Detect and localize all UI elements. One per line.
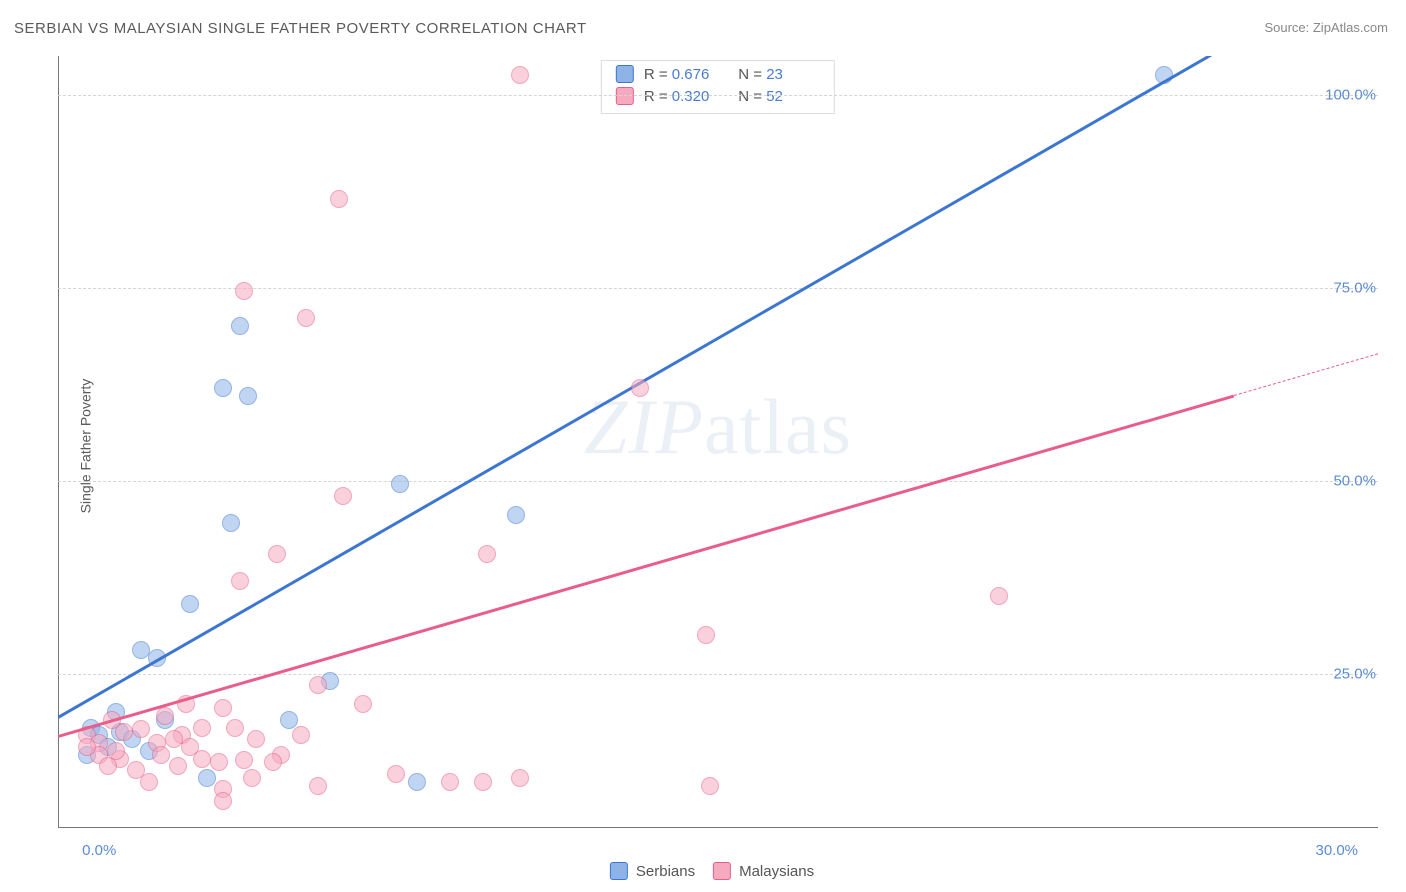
data-point [387,765,405,783]
y-tick-label: 75.0% [1333,279,1376,296]
x-tick-label: 0.0% [82,842,116,859]
data-point [181,738,199,756]
legend-label: Malaysians [739,863,814,880]
data-point [214,379,232,397]
data-point [239,387,257,405]
data-point [152,746,170,764]
data-point [115,723,133,741]
data-point [441,773,459,791]
data-point [214,792,232,810]
legend-swatch [713,862,731,880]
source-attribution: Source: ZipAtlas.com [1264,20,1388,35]
data-point [292,726,310,744]
trend-line [1233,353,1378,396]
data-point [226,719,244,737]
data-point [631,379,649,397]
data-point [132,641,150,659]
data-point [132,720,150,738]
x-tick-label: 30.0% [1315,842,1358,859]
data-point [354,695,372,713]
legend-label: Serbians [636,863,695,880]
y-tick-label: 25.0% [1333,665,1376,682]
legend-row: R = 0.320 N = 52 [616,86,820,108]
data-point [193,719,211,737]
gridline-h [58,95,1378,96]
data-point [181,595,199,613]
data-point [309,676,327,694]
data-point [701,777,719,795]
data-point [334,487,352,505]
data-point [140,773,158,791]
y-tick-label: 50.0% [1333,472,1376,489]
legend-row: R = 0.676 N = 23 [616,64,820,86]
data-point [235,282,253,300]
legend-swatch [610,862,628,880]
trend-line [58,395,1234,738]
data-point [247,730,265,748]
data-point [169,757,187,775]
data-point [210,753,228,771]
series-legend: Serbians Malaysians [592,862,814,880]
gridline-h [58,481,1378,482]
gridline-h [58,674,1378,675]
data-point [231,572,249,590]
data-point [309,777,327,795]
data-point [990,587,1008,605]
data-point [330,190,348,208]
data-point [474,773,492,791]
data-point [165,730,183,748]
watermark: ZIPatlas [584,382,852,472]
data-point [507,506,525,524]
chart-title: SERBIAN VS MALAYSIAN SINGLE FATHER POVER… [14,20,587,37]
data-point [478,545,496,563]
data-point [391,475,409,493]
data-point [264,753,282,771]
data-point [198,769,216,787]
data-point [235,751,253,769]
data-point [222,514,240,532]
y-tick-label: 100.0% [1325,86,1376,103]
data-point [243,769,261,787]
data-point [280,711,298,729]
data-point [214,699,232,717]
gridline-h [58,288,1378,289]
data-point [107,742,125,760]
data-point [99,757,117,775]
data-point [297,309,315,327]
data-point [511,769,529,787]
plot-area: ZIPatlas R = 0.676 N = 23R = 0.320 N = 5… [58,56,1378,828]
data-point [78,738,96,756]
correlation-legend: R = 0.676 N = 23R = 0.320 N = 52 [601,60,835,114]
data-point [268,545,286,563]
data-point [408,773,426,791]
data-point [511,66,529,84]
data-point [156,707,174,725]
data-point [231,317,249,335]
data-point [697,626,715,644]
